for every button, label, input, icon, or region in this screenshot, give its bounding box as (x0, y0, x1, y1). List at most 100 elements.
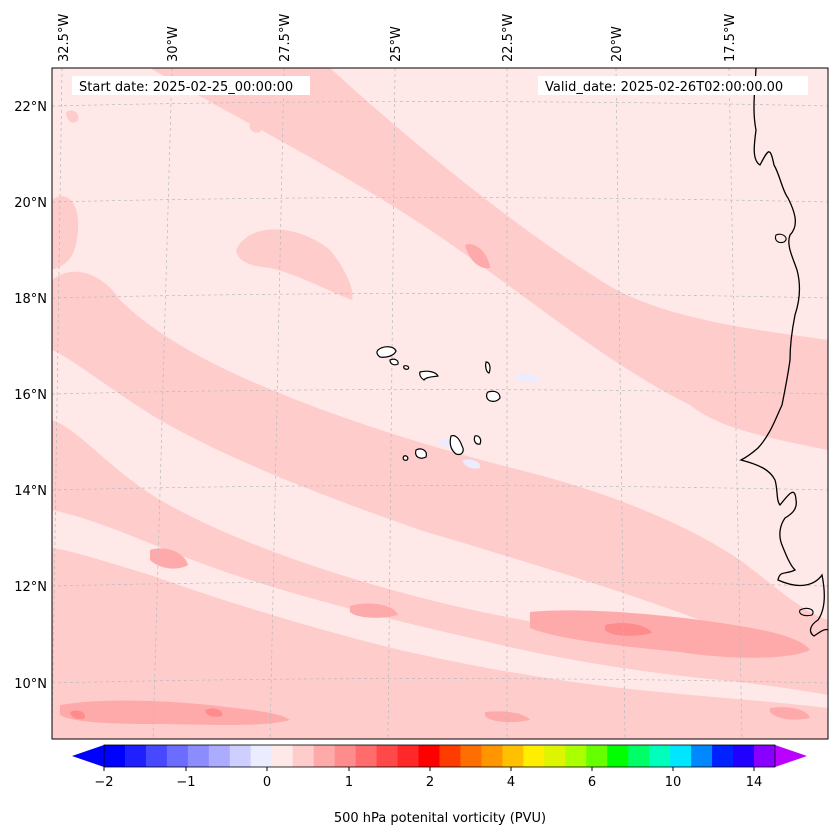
colorbar-cell (292, 745, 315, 767)
island-santiago (449, 435, 464, 456)
lat-label-10n: 10°N (14, 677, 47, 692)
island-sal (485, 361, 491, 374)
island-brava (402, 455, 409, 461)
map-plot-area (52, 68, 828, 739)
lon-label-17-5w: 17.5°W (723, 14, 738, 62)
colorbar-cell (754, 745, 776, 767)
island-santo-antao (376, 346, 397, 358)
colorbar-cell (166, 745, 189, 767)
pv-strong-north (465, 244, 490, 269)
colorbar-cell (649, 745, 671, 767)
colorbar-ticks: −2 −1 0 1 2 4 6 10 14 (94, 767, 762, 790)
colorbar-tick-label: 14 (746, 775, 763, 790)
pv-peak-east (605, 622, 652, 636)
colorbar-tick-label: −2 (94, 775, 113, 790)
colorbar-cell (691, 745, 713, 767)
colorbar-cell (187, 745, 210, 767)
valid-date-label: Valid_date: 2025-02-26T02:00:00.00 (545, 80, 783, 95)
island-maio (473, 435, 482, 445)
island-sao-nicolau (419, 370, 439, 381)
colorbar-cell (712, 745, 734, 767)
pv-wedge-left (52, 196, 79, 270)
gridline-lon-32-5w (52, 68, 63, 739)
start-date-label: Start date: 2025-02-25_00:00:00 (79, 80, 293, 95)
lon-label-30w: 30°W (166, 26, 181, 62)
colorbar-cell (145, 745, 168, 767)
colorbar-cell (418, 745, 440, 767)
colorbar-title: 500 hPa potenital vorticity (PVU) (334, 811, 546, 826)
pv-strong-se (485, 707, 810, 723)
lat-label-16n: 16°N (14, 388, 47, 403)
colorbar-cell (628, 745, 650, 767)
colorbar-cell (439, 745, 461, 767)
colorbar-cell (376, 745, 399, 767)
colorbar-cell (586, 745, 608, 767)
colorbar-tick-label: 0 (263, 775, 271, 790)
lon-label-20w: 20°W (610, 26, 625, 62)
lat-label-22n: 22°N (14, 100, 47, 115)
pv-negative-patch-a (515, 373, 540, 383)
colorbar-cell (481, 745, 503, 767)
island-fogo (415, 448, 427, 459)
lat-label-12n: 12°N (14, 580, 47, 595)
pv-band-southwest (52, 420, 828, 739)
pv-strong-sw (150, 548, 398, 618)
latitude-labels: 22°N 20°N 18°N 16°N 14°N 12°N 10°N (14, 100, 47, 692)
cape-verde-islands (376, 346, 501, 461)
gridline-lon-30w (152, 68, 173, 739)
lat-label-20n: 20°N (14, 196, 47, 211)
colorbar-cell (397, 745, 420, 767)
longitude-labels: 32.5°W 30°W 27.5°W 25°W 22.5°W 20°W 17.5… (57, 14, 738, 62)
island-santa-luzia (403, 365, 410, 370)
colorbar-cell (502, 745, 524, 767)
lat-label-14n: 14°N (14, 484, 47, 499)
pv-stripe-light (52, 510, 828, 708)
gridline-lat-12n (52, 581, 828, 587)
gridline-lon-25w (387, 68, 396, 739)
pv-contour-1 (70, 622, 652, 720)
coastline-detail (774, 233, 814, 617)
colorbar-cell (523, 745, 545, 767)
lon-label-32-5w: 32.5°W (57, 14, 72, 62)
colorbar-cell (208, 745, 231, 767)
gridline-lat-14n (52, 485, 828, 491)
colorbar-cell (565, 745, 587, 767)
lat-label-18n: 18°N (14, 292, 47, 307)
pv-band-west (52, 271, 828, 680)
colorbar-cell (104, 745, 126, 767)
pv-tongue-mid (236, 229, 353, 300)
pv-negative-patches (438, 373, 540, 469)
colorbar-tick-label: 1 (345, 775, 353, 790)
map-header: Start date: 2025-02-25_00:00:00 Valid_da… (72, 76, 808, 95)
map-frame (51, 67, 829, 740)
colorbar-cell (544, 745, 566, 767)
colorbar-outline (103, 744, 776, 768)
colorbar-cells (104, 745, 776, 767)
pv-band-northeast (150, 68, 828, 450)
gridline-lon-27-5w (269, 68, 285, 739)
colorbar-cell (271, 745, 294, 767)
colorbar-cell (607, 745, 629, 767)
colorbar-tick-label: 6 (588, 775, 596, 790)
colorbar: −2 −1 0 1 2 4 6 10 14 500 hPa potenital vorticit… (72, 744, 807, 826)
start-date-box (72, 76, 310, 95)
pv-negative-patch-b (438, 438, 481, 469)
colorbar-overflow-arrow (775, 745, 807, 767)
colorbar-tick-label: 10 (665, 775, 682, 790)
pv-strong-south (60, 700, 290, 725)
lon-label-25w: 25°W (389, 26, 404, 62)
gridline-lat-10n (52, 678, 828, 684)
gridline-lat-22n (52, 101, 828, 107)
island-boa-vista (485, 390, 501, 402)
pv-contour-0-1 (52, 68, 828, 739)
lon-label-22-5w: 22.5°W (501, 14, 516, 62)
valid-date-box (538, 76, 808, 95)
colorbar-cell (355, 745, 378, 767)
colorbar-tick-label: 4 (507, 775, 515, 790)
colorbar-cell (124, 745, 147, 767)
african-coastline (739, 68, 828, 637)
colorbar-cell (313, 745, 336, 767)
colorbar-cell (460, 745, 482, 767)
gridline-lat-18n (52, 293, 828, 299)
